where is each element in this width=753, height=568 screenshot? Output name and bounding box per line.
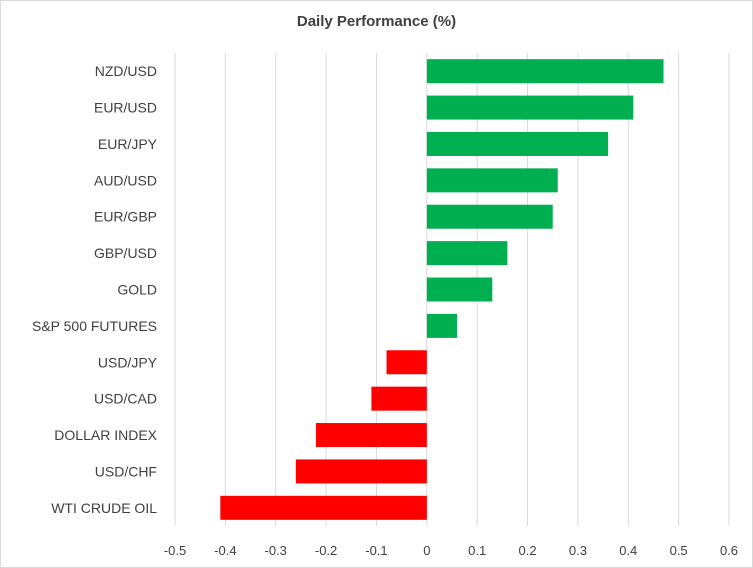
x-tick-label: -0.4 xyxy=(214,543,236,558)
x-tick-label: -0.5 xyxy=(164,543,186,558)
bar xyxy=(426,168,558,193)
chart-title: Daily Performance (%) xyxy=(296,13,457,30)
bar xyxy=(426,241,508,266)
bar xyxy=(316,423,427,448)
category-label: USD/JPY xyxy=(98,354,158,370)
bar xyxy=(426,59,664,84)
category-label: GBP/USD xyxy=(94,245,157,261)
category-label: WTI CRUDE OIL xyxy=(51,500,157,516)
x-tick-label: 0.2 xyxy=(519,543,537,558)
bar xyxy=(295,459,427,484)
bar xyxy=(426,313,458,338)
x-tick-label: -0.2 xyxy=(315,543,337,558)
x-tick-label: 0.6 xyxy=(720,543,738,558)
bar xyxy=(426,95,634,120)
category-label: USD/CAD xyxy=(94,391,157,407)
category-label: EUR/JPY xyxy=(98,136,158,152)
x-tick-label: 0.1 xyxy=(468,543,486,558)
category-label: USD/CHF xyxy=(95,463,157,479)
bar xyxy=(426,204,553,229)
category-label: EUR/GBP xyxy=(94,209,157,225)
category-label: DOLLAR INDEX xyxy=(54,427,157,443)
bar xyxy=(426,277,493,302)
x-tick-label: 0.3 xyxy=(569,543,587,558)
category-label: EUR/USD xyxy=(94,100,157,116)
bar xyxy=(220,495,427,520)
bar xyxy=(371,386,427,411)
x-tick-label: 0.4 xyxy=(619,543,637,558)
x-tick-label: 0.5 xyxy=(670,543,688,558)
bar xyxy=(386,350,427,375)
x-tick-label: -0.1 xyxy=(365,543,387,558)
x-tick-label: 0 xyxy=(423,543,430,558)
category-label: S&P 500 FUTURES xyxy=(32,318,157,334)
bar xyxy=(426,131,609,156)
category-label: NZD/USD xyxy=(95,63,157,79)
x-tick-label: -0.3 xyxy=(265,543,287,558)
category-label: GOLD xyxy=(117,282,157,298)
category-label: AUD/USD xyxy=(94,172,157,188)
